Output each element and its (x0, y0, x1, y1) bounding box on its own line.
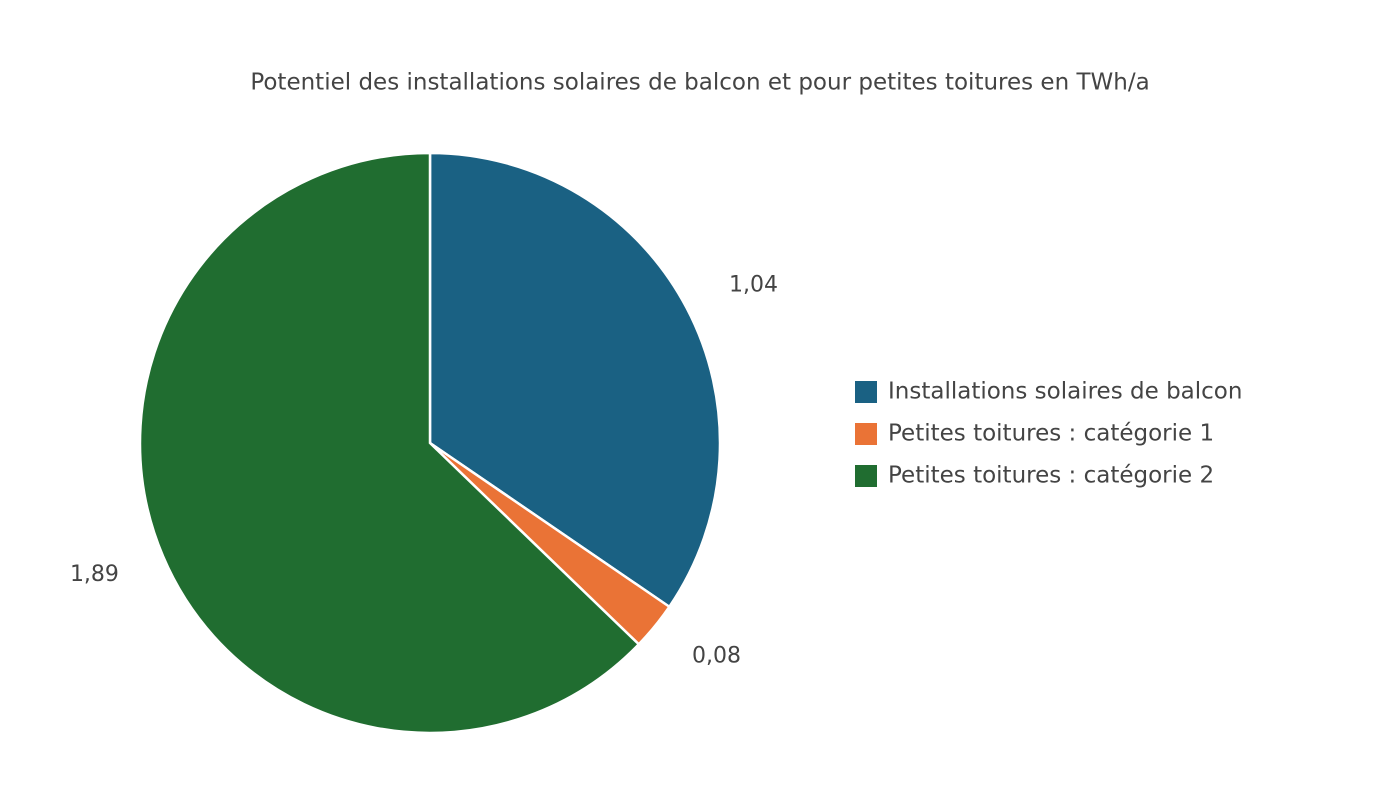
data-label: 1,04 (729, 272, 778, 297)
data-label: 0,08 (692, 643, 741, 668)
legend-swatch (855, 423, 877, 445)
chart-title: Potentiel des installations solaires de … (250, 70, 1149, 96)
data-label: 1,89 (70, 562, 119, 587)
legend-label: Petites toitures : catégorie 2 (888, 463, 1214, 489)
legend-swatch (855, 465, 877, 487)
legend-label: Petites toitures : catégorie 1 (888, 421, 1214, 447)
pie-slice (138, 151, 641, 735)
pie-slice (428, 151, 722, 609)
legend-label: Installations solaires de balcon (888, 379, 1242, 405)
legend-swatch (855, 381, 877, 403)
